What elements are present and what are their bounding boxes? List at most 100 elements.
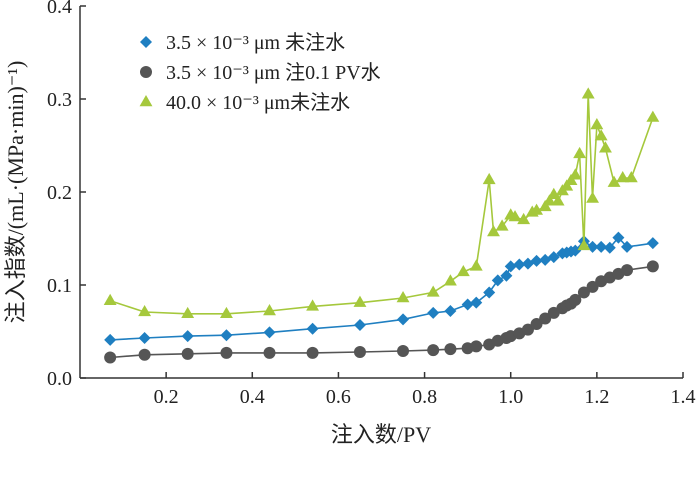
legend-item: 3.5 × 10⁻³ μm 注0.1 PV水 [140,61,381,84]
data-point [543,194,556,206]
data-point [547,187,561,199]
data-point [306,322,319,335]
data-point [530,254,543,267]
data-point [470,296,483,309]
data-point [487,224,500,237]
data-point [646,260,659,273]
data-point [444,343,457,356]
data-point [530,203,543,215]
data-point [517,212,531,225]
x-tick-label: 0.4 [240,386,265,408]
data-point [427,306,440,319]
legend-label: 3.5 × 10⁻³ μm 注0.1 PV水 [166,61,381,84]
data-point [508,210,522,222]
data-point [103,293,117,306]
data-point [263,326,276,339]
data-point [581,87,595,99]
series-line [110,265,654,359]
series-layer [103,87,660,364]
data-point [353,318,366,331]
legend-marker [140,36,152,48]
data-point [397,345,410,358]
data-point [444,305,457,318]
data-point [603,241,616,254]
data-point [306,299,320,311]
x-tick-label: 0.2 [154,386,179,408]
data-point [482,172,496,185]
data-point [397,313,410,326]
data-point [461,298,474,311]
legend-item: 40.0 × 10⁻³ μm未注水 [139,91,350,114]
data-point [577,238,591,251]
data-point [569,244,582,257]
y-tick-label: 0.1 [47,275,72,297]
data-point [621,264,634,277]
data-point [621,240,634,253]
x-tick-label: 1.2 [584,386,609,408]
data-point [491,274,504,287]
data-point [612,231,625,244]
data-point [586,191,599,203]
y-tick-label: 0.2 [47,182,72,204]
data-point [530,318,543,331]
y-tick-label: 0.4 [47,0,72,18]
data-point [138,348,151,361]
data-point [138,332,151,345]
data-point [495,219,509,231]
data-point [551,194,565,206]
data-point [181,347,194,360]
data-point [646,110,660,122]
data-point [469,259,483,271]
data-point [607,175,621,187]
legend-marker [139,95,153,107]
data-point [181,330,194,343]
data-point [577,286,590,299]
data-point [306,346,319,359]
data-point [470,340,483,353]
data-point [568,168,582,180]
data-point [586,280,599,293]
data-point [220,329,233,342]
data-point [353,345,366,358]
series-2 [104,260,659,364]
data-point [624,171,638,183]
data-point [569,293,582,306]
series-1 [104,231,659,346]
y-tick-label: 0.0 [47,368,72,390]
data-point [500,269,513,282]
data-point [590,118,604,130]
data-point [483,286,496,299]
legend: 3.5 × 10⁻³ μm 未注水 3.5 × 10⁻³ μm 注0.1 PV水 4… [139,31,381,114]
data-point [426,285,440,297]
data-point [263,304,276,316]
data-point [599,141,612,153]
data-point [616,171,630,183]
x-tick-label: 0.8 [412,386,437,408]
data-point [396,291,410,303]
x-tick-label: 0.6 [326,386,351,408]
data-point [646,237,659,250]
data-point [573,146,587,159]
data-point [456,264,470,277]
legend-label: 3.5 × 10⁻³ μm 未注水 [166,31,345,54]
data-point [504,260,517,273]
x-axis-title: 注入数/PV [331,422,431,447]
y-axis-title: 注入指数/(mL·(MPa·min)⁻¹) [3,61,28,324]
data-point [427,344,440,357]
legend-marker [140,66,152,78]
series-line [109,94,654,315]
data-point [104,351,117,364]
y-tick-label: 0.3 [47,89,72,111]
ticks-layer: 0.2 0.4 0.6 0.8 1.0 1.2 1.4 0.0 0.1 0.2 0.3 0.4 [47,0,696,408]
series-3 [103,87,660,319]
data-point [595,240,608,253]
data-point [220,306,233,319]
legend-label: 40.0 × 10⁻³ μm未注水 [166,91,350,114]
data-point [513,258,526,271]
x-tick-label: 1.0 [498,386,523,408]
data-point [539,312,552,325]
data-point [181,306,195,319]
data-point [547,251,560,264]
data-point [443,274,457,286]
